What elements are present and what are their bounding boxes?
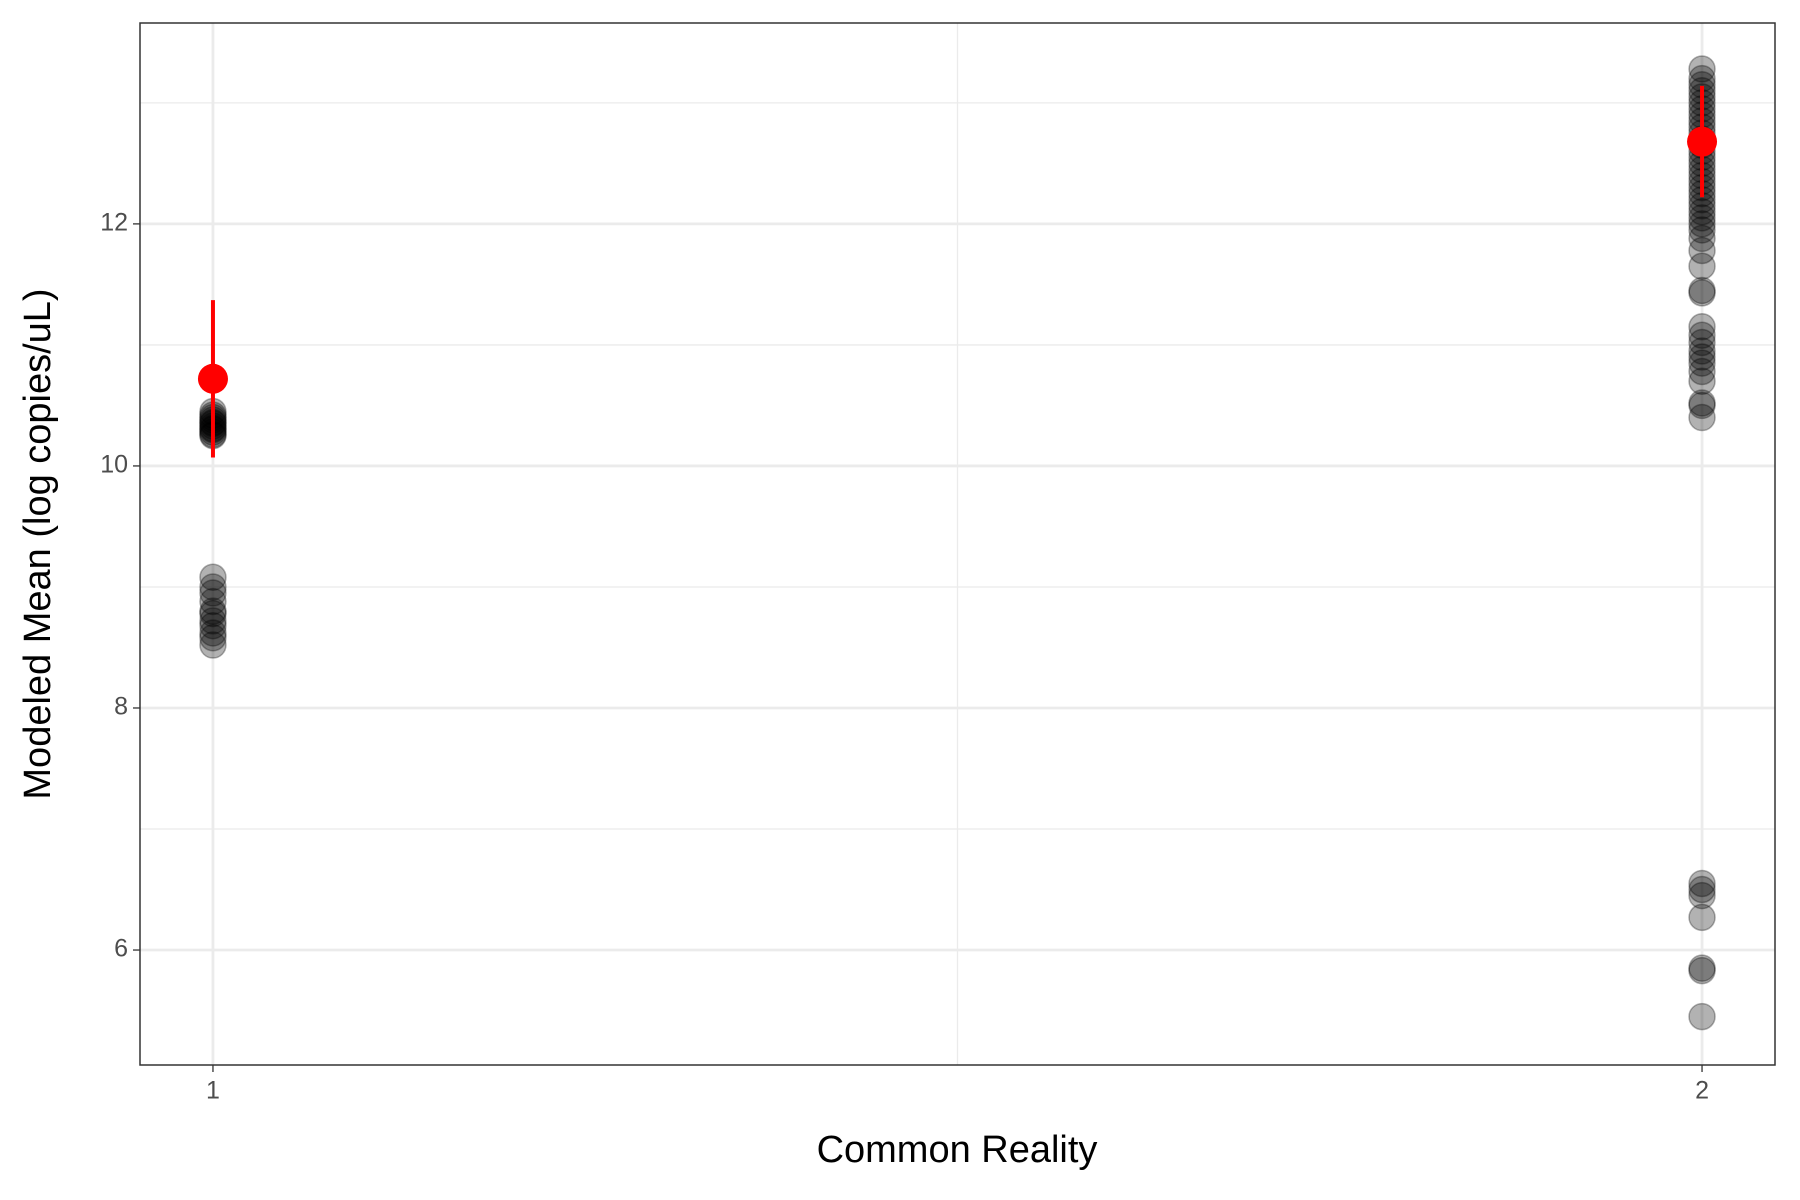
point	[1688, 337, 1716, 365]
y-axis-title: Modeled Mean (log copies/uL)	[17, 288, 59, 799]
y-tick-label: 12	[100, 209, 128, 237]
point	[1688, 881, 1716, 910]
point	[1688, 252, 1716, 281]
point	[199, 597, 227, 625]
point	[1688, 1002, 1716, 1031]
mean-point	[1687, 126, 1718, 157]
point	[1688, 276, 1716, 305]
point	[1688, 204, 1716, 232]
point	[1688, 389, 1716, 417]
point	[1688, 313, 1716, 341]
point	[1688, 903, 1716, 932]
point	[1688, 328, 1716, 357]
x-axis-title: Common Reality	[817, 1129, 1098, 1171]
point	[199, 631, 227, 659]
point	[199, 587, 227, 616]
point	[1688, 954, 1716, 982]
mean-point	[197, 363, 228, 394]
point	[1688, 210, 1716, 238]
point	[1688, 875, 1716, 904]
point	[1688, 343, 1716, 371]
y-tick-label: 10	[100, 451, 128, 479]
point	[1688, 391, 1716, 420]
point	[1688, 367, 1716, 395]
point	[1688, 279, 1716, 307]
point	[1688, 216, 1716, 244]
x-tick-label: 1	[206, 1077, 220, 1105]
point	[199, 573, 227, 601]
point	[1688, 869, 1716, 898]
point	[199, 619, 227, 647]
point	[1688, 224, 1716, 253]
point	[1688, 236, 1716, 265]
point	[1688, 956, 1716, 985]
point	[1688, 198, 1716, 226]
point	[199, 599, 227, 628]
point	[1688, 55, 1716, 83]
point	[1688, 403, 1716, 432]
y-tick-label: 8	[114, 693, 128, 721]
point	[1688, 357, 1716, 386]
point	[199, 563, 227, 592]
panel-border	[139, 22, 1776, 1066]
point	[199, 607, 227, 635]
point	[1688, 349, 1716, 377]
point	[199, 579, 227, 607]
y-tick-label: 6	[114, 935, 128, 963]
point	[199, 611, 227, 640]
point	[199, 624, 227, 652]
x-tick-label: 2	[1695, 1077, 1709, 1105]
point	[1688, 321, 1716, 349]
